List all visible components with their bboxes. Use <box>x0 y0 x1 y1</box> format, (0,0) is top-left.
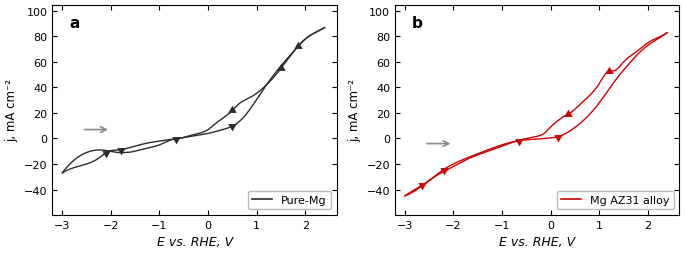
Y-axis label: j, mA cm⁻²: j, mA cm⁻² <box>348 79 361 142</box>
Y-axis label: j, mA cm⁻²: j, mA cm⁻² <box>5 79 18 142</box>
Legend: Pure-Mg: Pure-Mg <box>248 191 332 210</box>
Text: a: a <box>70 16 80 31</box>
X-axis label: E vs. RHE, V: E vs. RHE, V <box>157 235 233 248</box>
Legend: Mg AZ31 alloy: Mg AZ31 alloy <box>557 191 674 210</box>
Text: b: b <box>412 16 423 31</box>
X-axis label: E vs. RHE, V: E vs. RHE, V <box>499 235 575 248</box>
